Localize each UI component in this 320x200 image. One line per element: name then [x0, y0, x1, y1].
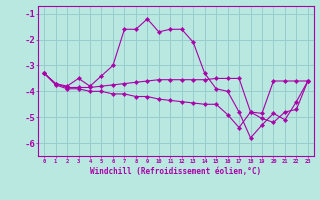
X-axis label: Windchill (Refroidissement éolien,°C): Windchill (Refroidissement éolien,°C)	[91, 167, 261, 176]
